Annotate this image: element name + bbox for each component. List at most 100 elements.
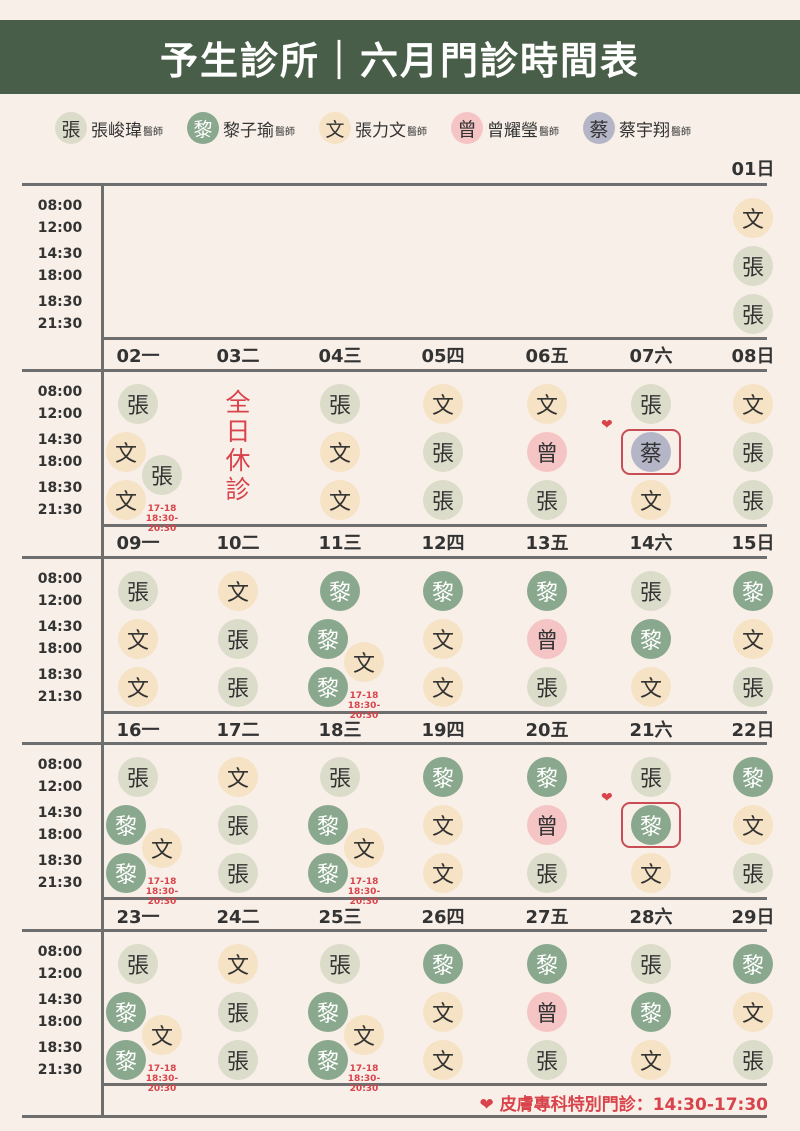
doctor-badge-zhang: 張 (733, 294, 773, 334)
time-start: 08:00 (37, 198, 83, 214)
legend-item-zeng: 曾曾耀瑩 醫師 (451, 112, 559, 144)
doctor-badge-wen: 文 (527, 384, 567, 424)
split-note-line1: 17-18 (349, 691, 379, 701)
doctor-badge-wen: 文 (320, 480, 360, 520)
time-end: 12:00 (37, 779, 83, 795)
day-header: 05四 (421, 346, 465, 367)
time-start: 18:30 (37, 853, 83, 869)
split-note-line1: 17-18 (349, 877, 379, 887)
doctor-badge-zhang: 張 (218, 805, 258, 845)
doctor-badge-zeng: 曾 (527, 992, 567, 1032)
doctor-badge-wen: 文 (320, 432, 360, 472)
doctor-badge-zhang: 張 (527, 1040, 567, 1080)
time-slot-label: 08:00 12:00 (30, 568, 90, 612)
week-divider (22, 183, 767, 186)
heart-icon: ❤ (479, 1095, 494, 1115)
time-end: 18:00 (37, 268, 83, 284)
time-end: 12:00 (37, 220, 83, 236)
time-end: 21:30 (37, 689, 83, 705)
time-end: 18:00 (37, 1014, 83, 1030)
week-divider (22, 1115, 767, 1118)
legend-item-li: 黎黎子瑜 醫師 (187, 112, 295, 144)
doctor-badge-li: 黎 (423, 944, 463, 984)
doctor-badge-li: 黎 (527, 757, 567, 797)
time-slot-label: 18:30 21:30 (30, 1037, 90, 1081)
time-end: 18:00 (37, 827, 83, 843)
time-end: 21:30 (37, 316, 83, 332)
day-header-divider (102, 524, 767, 527)
doctor-badge-li: 黎 (106, 805, 146, 845)
time-column-divider (101, 186, 104, 1116)
split-note-line2: 18:30-20:30 (145, 1074, 179, 1094)
doctor-badge-zhang: 張 (527, 853, 567, 893)
doctor-badge-wen: 文 (733, 619, 773, 659)
time-start: 08:00 (37, 384, 83, 400)
day-header: 01日 (731, 159, 775, 180)
day-header: 10二 (216, 533, 260, 554)
doctor-badge-wen: 文 (423, 805, 463, 845)
day-header: 27五 (525, 907, 569, 928)
time-slot-label: 08:00 12:00 (30, 381, 90, 425)
day-header: 21六 (629, 720, 673, 741)
time-start: 08:00 (37, 944, 83, 960)
doctor-badge-zhang: 張 (733, 667, 773, 707)
day-header: 06五 (525, 346, 569, 367)
legend-badge-li: 黎 (187, 112, 219, 144)
day-header: 29日 (731, 907, 775, 928)
doctor-badge-zhang: 張 (733, 432, 773, 472)
legend-badge-wen: 文 (319, 112, 351, 144)
special-clinic-note: ❤ 皮膚專科特別門診：14:30-17:30 (480, 1090, 768, 1115)
time-start: 18:30 (37, 1040, 83, 1056)
day-header: 20五 (525, 720, 569, 741)
doctor-badge-cai: 蔡 (631, 432, 671, 472)
time-slot-label: 14:30 18:00 (30, 429, 90, 473)
doctor-badge-zeng: 曾 (527, 619, 567, 659)
doctor-badge-wen: 文 (142, 1015, 182, 1055)
doctor-badge-li: 黎 (308, 853, 348, 893)
time-start: 08:00 (37, 571, 83, 587)
time-end: 21:30 (37, 1062, 83, 1078)
doctor-badge-wen: 文 (344, 642, 384, 682)
split-shift-note: 17-18 18:30-20:30 (334, 1064, 394, 1094)
split-note-line2: 18:30-20:30 (347, 887, 381, 907)
time-start: 18:30 (37, 294, 83, 310)
time-end: 21:30 (37, 502, 83, 518)
doctor-badge-zhang: 張 (118, 384, 158, 424)
doctor-badge-wen: 文 (423, 992, 463, 1032)
day-header: 07六 (629, 346, 673, 367)
doctor-badge-wen: 文 (344, 828, 384, 868)
doctor-badge-zhang: 張 (423, 432, 463, 472)
time-end: 12:00 (37, 593, 83, 609)
split-note-line1: 17-18 (147, 504, 177, 514)
closed-all-day: 全日休診 (225, 388, 251, 504)
doctor-badge-li: 黎 (631, 619, 671, 659)
legend-item-zhang: 張張峻瑋 醫師 (55, 112, 163, 144)
doctor-badge-wen: 文 (344, 1015, 384, 1055)
doctor-badge-li: 黎 (308, 667, 348, 707)
time-start: 08:00 (37, 757, 83, 773)
split-shift-note: 17-18 18:30-20:30 (334, 691, 394, 721)
time-slot-label: 18:30 21:30 (30, 477, 90, 521)
doctor-badge-zhang: 張 (320, 757, 360, 797)
time-start: 18:30 (37, 667, 83, 683)
time-end: 18:00 (37, 641, 83, 657)
time-slot-label: 14:30 18:00 (30, 243, 90, 287)
legend-name: 張峻瑋 (91, 120, 142, 141)
time-end: 12:00 (37, 406, 83, 422)
doctor-badge-li: 黎 (106, 1040, 146, 1080)
week-divider (22, 929, 767, 932)
doctor-badge-zhang: 張 (320, 384, 360, 424)
doctor-badge-li: 黎 (308, 992, 348, 1032)
doctor-badge-wen: 文 (118, 667, 158, 707)
heart-icon: ❤ (601, 790, 613, 806)
doctor-badge-wen: 文 (631, 480, 671, 520)
time-end: 21:30 (37, 875, 83, 891)
day-header: 11三 (318, 533, 362, 554)
doctor-badge-zhang: 張 (218, 667, 258, 707)
doctor-badge-wen: 文 (631, 1040, 671, 1080)
legend-name: 黎子瑜 (223, 120, 274, 141)
doctor-badge-zhang: 張 (527, 480, 567, 520)
split-shift-note: 17-18 18:30-20:30 (132, 1064, 192, 1094)
doctor-badge-wen: 文 (106, 432, 146, 472)
time-start: 18:30 (37, 480, 83, 496)
